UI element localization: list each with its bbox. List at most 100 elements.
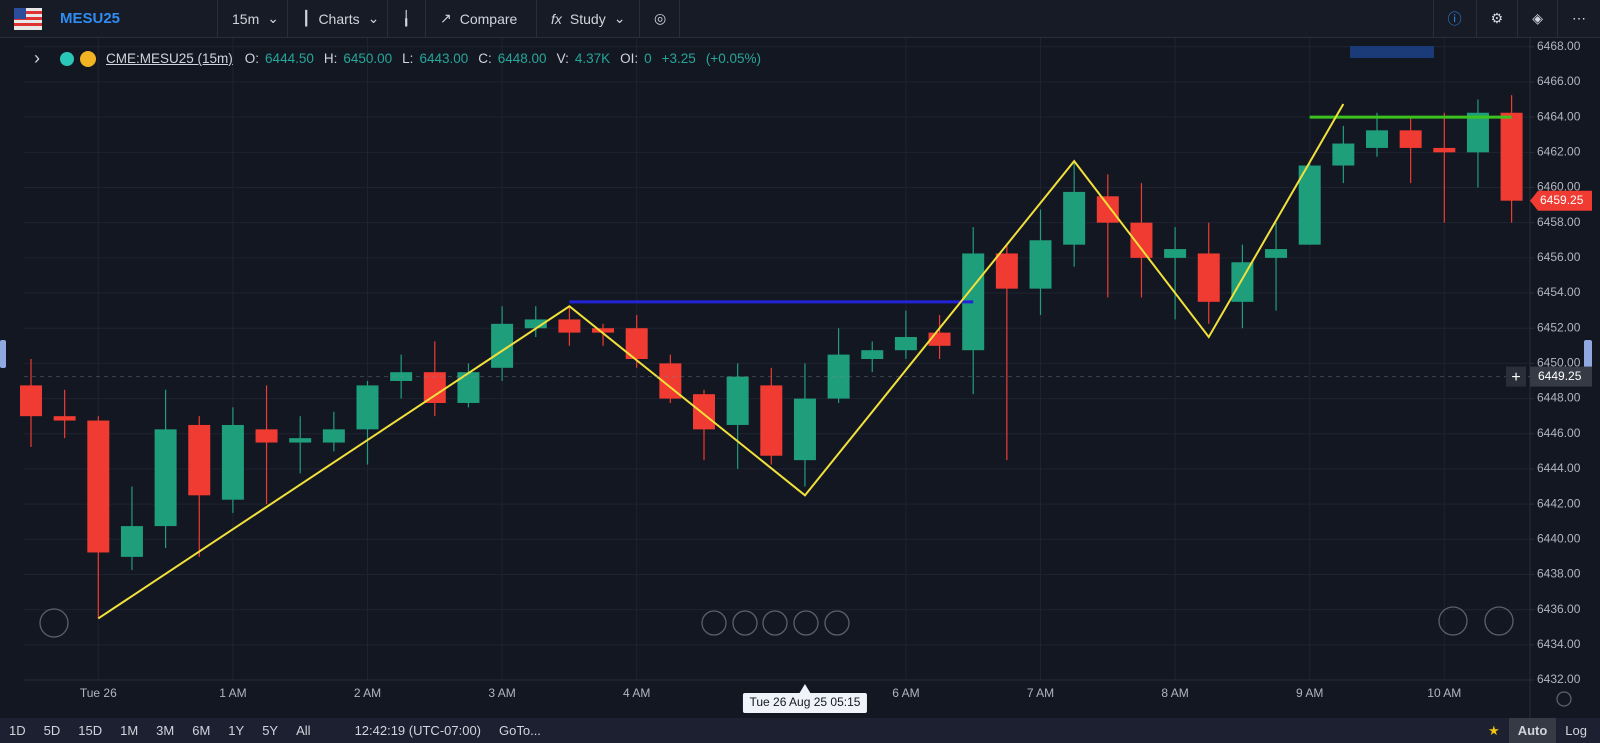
candle-body xyxy=(1298,165,1321,245)
x-tick-label: 2 AM xyxy=(354,686,381,700)
charts-label: Charts xyxy=(318,10,360,27)
interval[interactable]: 15m ⌄ xyxy=(218,0,288,38)
candle-body xyxy=(491,323,514,368)
range-marker xyxy=(1350,46,1434,58)
reset[interactable] xyxy=(762,610,788,636)
zoom-in[interactable] xyxy=(793,610,819,636)
candle-body xyxy=(659,363,682,399)
right-handle[interactable] xyxy=(1584,340,1592,368)
candle-body xyxy=(423,372,446,403)
log-scale[interactable]: Log xyxy=(1565,723,1587,738)
range-button[interactable]: 1D xyxy=(9,723,26,738)
y-tick-label: 6440.00 xyxy=(1537,531,1581,545)
range-button[interactable]: 15D xyxy=(78,723,103,738)
zoom-out[interactable] xyxy=(732,610,758,636)
candle-body xyxy=(995,253,1018,289)
toolbar: MESU25 15m ⌄ ┃ Charts ⌄ ╽ ↗ Compare fx Study ⌄… xyxy=(0,0,1600,38)
crosshair-plus-box xyxy=(1506,366,1526,387)
oi-value: 0 xyxy=(644,51,652,66)
auto-scale[interactable]: Auto xyxy=(1508,718,1557,743)
candle-body xyxy=(457,372,480,403)
x-tick-label: 3 AM xyxy=(488,686,515,700)
range-button[interactable]: 1M xyxy=(120,723,139,738)
candle-body xyxy=(322,429,345,443)
x-tick-label: 8 AM xyxy=(1161,686,1188,700)
x-tick-label: 4 AM xyxy=(623,686,650,700)
left-handle[interactable] xyxy=(0,340,6,368)
y-tick-label: 6452.00 xyxy=(1537,320,1581,334)
y-tick-label: 6454.00 xyxy=(1537,285,1581,299)
candle-body xyxy=(289,438,312,443)
symbol-box[interactable]: MESU25 xyxy=(0,0,218,38)
settings[interactable]: ⚙ xyxy=(1477,0,1519,38)
candle-body xyxy=(1466,112,1489,153)
help[interactable]: ⓘ xyxy=(1432,0,1477,38)
candle-body xyxy=(1130,222,1153,258)
goto[interactable]: GoTo... xyxy=(499,723,541,738)
y-tick-label: 6442.00 xyxy=(1537,496,1581,510)
collapse[interactable]: › xyxy=(34,48,40,68)
range-button[interactable]: 5D xyxy=(43,723,61,738)
y-tick-label: 6434.00 xyxy=(1537,637,1581,651)
y-tick-label: 6432.00 xyxy=(1537,672,1581,686)
candle-body xyxy=(524,319,547,329)
candle-body xyxy=(1063,191,1086,245)
candle-body xyxy=(120,526,143,557)
undo[interactable] xyxy=(701,610,727,636)
range-button[interactable]: 6M xyxy=(192,723,211,738)
compare-button[interactable]: ↗ Compare xyxy=(426,0,537,38)
y-tick-label: 6456.00 xyxy=(1537,250,1581,264)
layers[interactable]: ◈ xyxy=(1518,0,1558,38)
low-label: L: xyxy=(402,51,414,66)
y-tick-label: 6468.00 xyxy=(1537,39,1581,53)
candle-body xyxy=(760,385,783,456)
chevron: ⌄ xyxy=(267,10,279,26)
study-menu[interactable]: fx Study ⌄ xyxy=(537,0,640,38)
oi-label: OI: xyxy=(620,51,639,66)
range-button[interactable]: 1Y xyxy=(228,723,245,738)
candle-body xyxy=(1366,130,1388,148)
volume-label: V: xyxy=(556,51,569,66)
study-label: Study xyxy=(569,10,606,27)
x-tick-label: Tue 26 xyxy=(80,686,117,700)
scroll-end[interactable] xyxy=(1438,606,1468,636)
range-button[interactable]: 3M xyxy=(156,723,175,738)
zigzag-line xyxy=(97,103,1345,620)
x-tick-label: 10 AM xyxy=(1427,686,1461,700)
chevron: ⌄ xyxy=(613,10,626,26)
candle-button[interactable]: ╽ xyxy=(388,0,426,38)
y-tick-label: 6464.00 xyxy=(1537,109,1581,123)
candle-body xyxy=(1029,240,1052,289)
scroll-right[interactable] xyxy=(1484,606,1514,636)
favorite[interactable]: ★ xyxy=(1488,722,1500,738)
close-label: C: xyxy=(478,51,492,66)
candle-icon: ╽ xyxy=(402,10,411,26)
symbol-description[interactable]: CME:MESU25 (15m) xyxy=(106,51,233,66)
crosshair-price-box xyxy=(1530,366,1592,387)
candle-body xyxy=(221,424,244,500)
candle-body xyxy=(1231,262,1254,302)
symbol: MESU25 xyxy=(60,10,121,27)
charts-menu[interactable]: ┃ Charts ⌄ xyxy=(288,0,388,38)
crosshair-time-label: Tue 26 Aug 25 05:15 xyxy=(749,695,860,709)
y-tick-label: 6462.00 xyxy=(1537,145,1581,159)
scroll-left[interactable] xyxy=(39,608,69,638)
compare-label: Compare xyxy=(459,10,518,27)
range-button[interactable]: 5Y xyxy=(262,723,279,738)
candle-body xyxy=(1265,249,1288,258)
last-price-tag xyxy=(1530,190,1592,211)
instagram-button[interactable]: ◎ xyxy=(640,0,680,38)
chevron: ⌄ xyxy=(367,10,380,26)
range-button[interactable]: All xyxy=(296,723,311,738)
y-tick-label: 6438.00 xyxy=(1537,567,1581,581)
bottom-bar: 1D 5D 15D 1M 3M 6M 1Y 5Y All 12:42:19 (UTC-07:00… xyxy=(0,718,1600,743)
candle-body xyxy=(861,350,884,359)
more[interactable]: ⋯ xyxy=(1572,10,1586,26)
candle-body xyxy=(726,376,749,425)
redo[interactable] xyxy=(824,610,850,636)
settings-sun[interactable] xyxy=(1556,691,1572,707)
candle-body xyxy=(20,385,42,417)
clock: 12:42:19 (UTC-07:00) xyxy=(354,723,482,738)
candle-body xyxy=(592,328,615,333)
